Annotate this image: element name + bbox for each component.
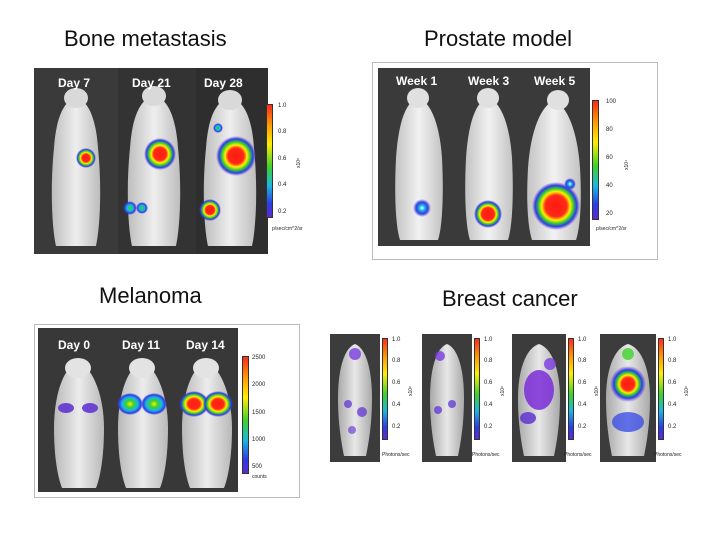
prostate-colorbar <box>592 100 599 220</box>
melanoma-timepoint-3: Day 14 <box>186 338 225 352</box>
breast-tick: 0.4 <box>578 402 587 408</box>
breast-unit: Photons/sec <box>382 452 410 458</box>
breast-tick: 1.0 <box>484 337 493 343</box>
breast-tick: 0.4 <box>392 402 401 408</box>
title-prostate-model: Prostate model <box>424 26 572 51</box>
breast-tick: 0.6 <box>668 380 677 386</box>
prostate-image: Week 1 Week 3 Week 5 100 80 60 40 20 x10… <box>378 68 650 246</box>
prostate-tick: 40 <box>606 183 613 189</box>
breast-tick: 0.4 <box>668 402 677 408</box>
bone-metastasis-image: Day 7 Day 21 Day 28 1.0 0.8 0.6 0.4 0.2 … <box>34 68 320 254</box>
melanoma-tick: 1000 <box>252 437 266 443</box>
melanoma-timepoint-2: Day 11 <box>122 338 161 352</box>
bone-timepoint-3: Day 28 <box>204 76 243 90</box>
melanoma-tick: 500 <box>252 464 263 470</box>
breast-tick: 0.6 <box>578 380 587 386</box>
breast-colorbar-3 <box>568 338 574 440</box>
breast-tick: 0.2 <box>484 424 493 430</box>
breast-colorbar-1 <box>382 338 388 440</box>
melanoma-timepoint-1: Day 0 <box>58 338 91 352</box>
bone-scale-exponent: x10⁶ <box>296 157 302 168</box>
prostate-tick: 80 <box>606 127 613 133</box>
breast-unit: Photons/sec <box>654 452 682 458</box>
melanoma-mice-illustration <box>38 328 294 492</box>
bone-mice-illustration <box>34 68 320 254</box>
melanoma-tick: 1500 <box>252 410 266 416</box>
breast-tick: 0.6 <box>392 380 401 386</box>
breast-tick: 0.8 <box>578 358 587 364</box>
prostate-timepoint-2: Week 3 <box>468 74 510 88</box>
prostate-tick: 20 <box>606 211 613 217</box>
breast-tick: 0.2 <box>668 424 677 430</box>
bone-tick: 0.4 <box>278 182 287 188</box>
prostate-scale-exponent: x10⁴ <box>624 159 630 170</box>
breast-tick: 0.6 <box>484 380 493 386</box>
title-melanoma: Melanoma <box>99 283 202 308</box>
breast-scale-exponent: x10⁶ <box>500 385 506 396</box>
breast-scale-exponent: x10⁶ <box>594 385 600 396</box>
bone-timepoint-2: Day 21 <box>132 76 171 90</box>
title-bone-metastasis: Bone metastasis <box>64 26 227 51</box>
breast-tick: 0.8 <box>392 358 401 364</box>
prostate-timepoint-1: Week 1 <box>396 74 438 88</box>
melanoma-tick: 2500 <box>252 355 266 361</box>
prostate-tick: 60 <box>606 155 613 161</box>
melanoma-unit: counts <box>252 474 267 480</box>
bone-colorbar <box>266 104 273 218</box>
breast-tick: 0.2 <box>392 424 401 430</box>
bone-timepoint-1: Day 7 <box>58 76 91 90</box>
melanoma-image: Day 0 Day 11 Day 14 2500 2000 1500 1000 … <box>38 328 294 492</box>
breast-tick: 0.4 <box>484 402 493 408</box>
breast-unit: Photons/sec <box>564 452 592 458</box>
breast-tick: 0.8 <box>668 358 677 364</box>
breast-colorbar-4 <box>658 338 664 440</box>
bone-tick: 0.6 <box>278 156 287 162</box>
bone-tick: 0.8 <box>278 129 287 135</box>
prostate-unit: p/sec/cm^2/sr <box>596 226 627 232</box>
melanoma-colorbar <box>242 356 249 474</box>
breast-tick: 1.0 <box>578 337 587 343</box>
title-breast-cancer: Breast cancer <box>442 286 578 311</box>
breast-tick: 1.0 <box>668 337 677 343</box>
breast-unit: Photons/sec <box>472 452 500 458</box>
melanoma-tick: 2000 <box>252 382 266 388</box>
bone-tick: 0.2 <box>278 209 287 215</box>
bone-tick: 1.0 <box>278 103 287 109</box>
breast-scale-exponent: x10⁶ <box>684 385 690 396</box>
prostate-mice-illustration <box>378 68 650 246</box>
breast-colorbar-2 <box>474 338 480 440</box>
breast-tick: 0.8 <box>484 358 493 364</box>
breast-tick: 0.2 <box>578 424 587 430</box>
breast-scale-exponent: x10⁶ <box>408 385 414 396</box>
prostate-timepoint-3: Week 5 <box>534 74 576 88</box>
breast-tick: 1.0 <box>392 337 401 343</box>
breast-cancer-image: 1.0 0.8 0.6 0.4 0.2 x10⁶ Photons/sec 1.0… <box>328 334 694 462</box>
prostate-tick: 100 <box>606 99 617 105</box>
bone-unit: p/sec/cm^2/sr <box>272 226 303 232</box>
